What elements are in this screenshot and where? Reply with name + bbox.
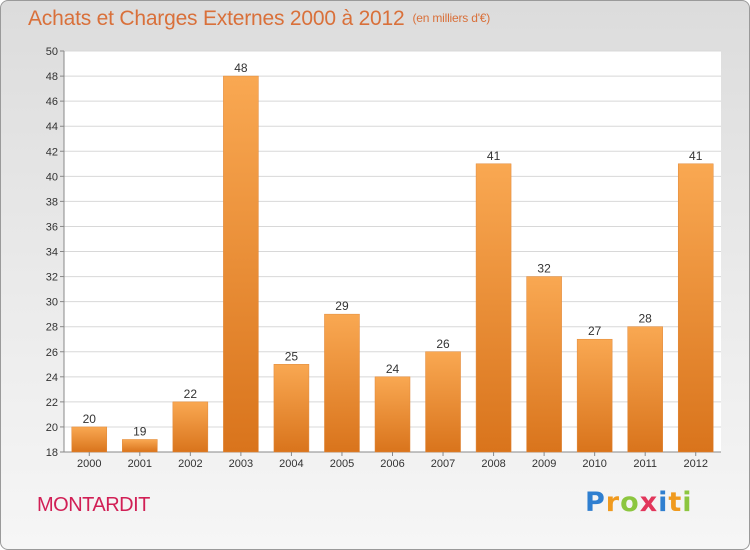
bar — [475, 163, 512, 453]
bar — [122, 439, 158, 453]
data-label: 26 — [436, 337, 450, 351]
proxiti-logo: Proxiti — [585, 487, 693, 518]
bar — [374, 376, 411, 453]
y-tick-label: 22 — [46, 397, 58, 409]
x-tick-label: 2010 — [582, 458, 606, 470]
x-tick-label: 2000 — [77, 458, 101, 470]
bar — [172, 401, 209, 453]
bar — [223, 75, 259, 453]
logo-letter: i — [658, 487, 669, 518]
x-tick-label: 2008 — [481, 458, 505, 470]
data-label: 32 — [537, 262, 551, 276]
data-label: 22 — [184, 387, 198, 401]
x-tick-label: 2001 — [128, 458, 152, 470]
logo-letter: t — [668, 487, 683, 518]
data-label: 41 — [689, 149, 703, 163]
data-label: 29 — [335, 299, 349, 313]
bar — [71, 426, 108, 453]
y-tick-label: 34 — [46, 247, 58, 259]
x-tick-label: 2003 — [229, 458, 253, 470]
y-tick-label: 50 — [46, 46, 58, 58]
y-tick-label: 30 — [46, 297, 58, 309]
logo-letter: x — [639, 487, 659, 518]
y-tick-label: 38 — [46, 196, 58, 208]
bar — [576, 338, 613, 453]
bar — [627, 326, 663, 453]
y-tick-label: 20 — [46, 422, 58, 434]
x-tick-label: 2002 — [178, 458, 202, 470]
data-label: 28 — [639, 312, 653, 326]
chart-title: Achats et Charges Externes 2000 à 2012 (e… — [28, 7, 490, 31]
y-tick-label: 46 — [46, 96, 58, 108]
data-label: 19 — [133, 424, 147, 438]
y-tick-label: 24 — [46, 372, 58, 384]
bar — [273, 364, 310, 453]
y-tick-label: 28 — [46, 322, 58, 334]
logo-letter: r — [605, 487, 621, 518]
bar — [677, 163, 714, 453]
bar — [324, 313, 360, 453]
data-label: 24 — [386, 362, 400, 376]
chart-unit: (en milliers d'€) — [412, 11, 491, 25]
y-tick-label: 44 — [46, 121, 58, 133]
y-tick-label: 32 — [46, 272, 58, 284]
y-tick-label: 40 — [46, 171, 58, 183]
bar — [526, 276, 562, 453]
y-tick-label: 18 — [46, 447, 58, 459]
x-tick-label: 2006 — [380, 458, 404, 470]
data-label: 27 — [588, 324, 602, 338]
logo-letter: P — [585, 487, 606, 518]
x-tick-label: 2007 — [431, 458, 455, 470]
y-tick-label: 36 — [46, 221, 58, 233]
x-tick-label: 2011 — [633, 458, 657, 470]
bar — [425, 351, 461, 453]
logo-letter: i — [682, 487, 693, 518]
data-label: 48 — [234, 61, 248, 75]
data-label: 20 — [83, 412, 97, 426]
y-tick-label: 48 — [46, 71, 58, 83]
logo-letter: o — [620, 487, 640, 518]
y-tick-label: 42 — [46, 146, 58, 158]
x-tick-label: 2005 — [330, 458, 354, 470]
chart-title-text: Achats et Charges Externes 2000 à 2012 — [28, 7, 405, 30]
data-label: 25 — [285, 349, 299, 363]
data-label: 41 — [487, 149, 501, 163]
x-tick-label: 2009 — [532, 458, 556, 470]
x-tick-label: 2004 — [279, 458, 303, 470]
x-tick-label: 2012 — [683, 458, 707, 470]
y-tick-label: 26 — [46, 347, 58, 359]
commune-name: MONTARDIT — [37, 494, 150, 516]
